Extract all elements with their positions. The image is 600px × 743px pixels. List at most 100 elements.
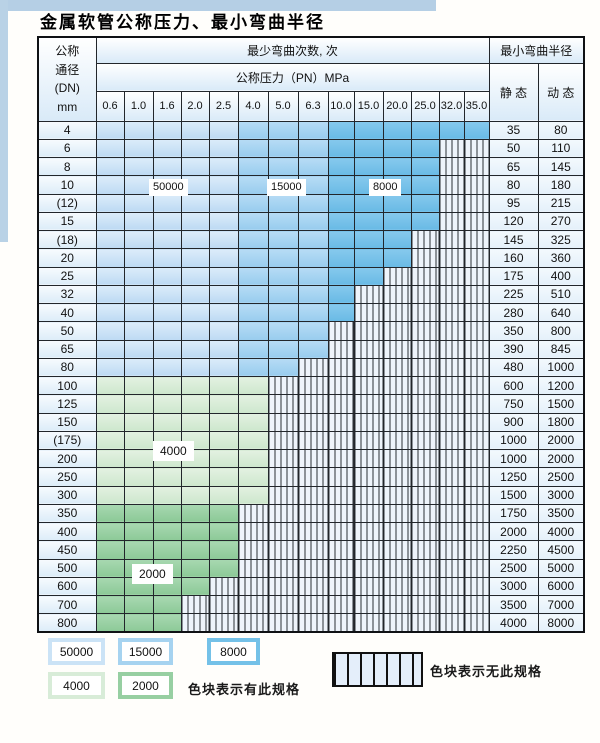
cell-has-spec xyxy=(95,503,125,524)
cell-no-spec xyxy=(438,467,465,487)
cell-has-spec xyxy=(95,357,125,378)
dynamic-radius-cell: 3000 xyxy=(537,485,585,505)
cell-has-spec xyxy=(297,193,329,213)
cell-no-spec xyxy=(463,302,490,323)
cell-has-spec xyxy=(152,266,182,286)
cell-has-spec xyxy=(208,302,239,323)
dn-cell: 100 xyxy=(37,375,97,396)
static-radius-cell: 1000 xyxy=(488,430,539,451)
cell-no-spec xyxy=(327,521,355,542)
dn-cell: 50 xyxy=(37,321,97,341)
cell-no-spec xyxy=(267,430,299,451)
cell-has-spec xyxy=(267,339,299,359)
cell-no-spec xyxy=(382,412,412,432)
cell-no-spec xyxy=(438,266,465,286)
cell-has-spec xyxy=(152,594,182,615)
table-row: 50 350 800 xyxy=(37,321,585,341)
page-title: 金属软管公称压力、最小弯曲半径 xyxy=(40,13,325,33)
table-row: 10 80 180 xyxy=(37,175,585,195)
cell-has-spec xyxy=(180,467,210,487)
cell-no-spec xyxy=(267,394,299,414)
cell-no-spec xyxy=(463,485,490,505)
dynamic-radius-cell: 640 xyxy=(537,302,585,323)
cell-no-spec xyxy=(382,321,412,341)
cell-has-spec xyxy=(327,138,355,159)
cell-has-spec xyxy=(123,503,154,524)
dynamic-radius-cell: 2500 xyxy=(537,467,585,487)
cell-no-spec xyxy=(297,576,329,597)
cell-no-spec xyxy=(438,540,465,560)
cell-has-spec xyxy=(237,229,269,250)
static-radius-cell: 95 xyxy=(488,193,539,213)
cell-no-spec xyxy=(463,248,490,268)
cell-has-spec xyxy=(95,394,125,414)
static-radius-cell: 1250 xyxy=(488,467,539,487)
static-radius-cell: 2250 xyxy=(488,540,539,560)
dn-cell: 500 xyxy=(37,558,97,578)
cell-has-spec xyxy=(353,211,384,232)
cell-has-spec xyxy=(237,412,269,432)
table-head: 公称 通径 (DN) mm 最少弯曲次数, 次 最小弯曲半径 公称压力（PN）M… xyxy=(37,36,585,122)
cell-has-spec xyxy=(95,540,125,560)
cell-has-spec xyxy=(327,156,355,177)
table-body: 4 35 80 6 50 110 8 65 145 10 80 180 (12) 95 215 15 120 27… xyxy=(37,120,585,633)
cell-no-spec xyxy=(267,558,299,578)
cell-has-spec xyxy=(267,138,299,159)
cell-has-spec xyxy=(267,156,299,177)
cell-no-spec xyxy=(382,394,412,414)
dynamic-header-cell: 动 态 xyxy=(537,62,585,122)
cell-has-spec xyxy=(180,156,210,177)
table-row: (18) 145 325 xyxy=(37,229,585,250)
dynamic-radius-cell: 4500 xyxy=(537,540,585,560)
cell-has-spec xyxy=(208,412,239,432)
cell-has-spec xyxy=(267,120,299,140)
cell-has-spec xyxy=(95,613,125,633)
cell-no-spec xyxy=(382,613,412,633)
cell-has-spec xyxy=(327,229,355,250)
cell-has-spec xyxy=(297,229,329,250)
cell-has-spec xyxy=(123,485,154,505)
cell-has-spec xyxy=(123,412,154,432)
cell-no-spec xyxy=(410,412,440,432)
dn-cell: 250 xyxy=(37,467,97,487)
legend-swatch-label: 50000 xyxy=(52,642,101,661)
cell-no-spec xyxy=(353,485,384,505)
cell-has-spec xyxy=(152,229,182,250)
cell-no-spec xyxy=(463,156,490,177)
cell-no-spec xyxy=(438,613,465,633)
cell-no-spec xyxy=(410,576,440,597)
cell-no-spec xyxy=(267,485,299,505)
cell-has-spec xyxy=(267,211,299,232)
pressure-col-header: 35.0 xyxy=(463,90,490,122)
cell-has-spec xyxy=(123,594,154,615)
cell-no-spec xyxy=(410,375,440,396)
cell-has-spec xyxy=(208,394,239,414)
pressure-col-header: 2.5 xyxy=(208,90,239,122)
cell-has-spec xyxy=(95,412,125,432)
cell-has-spec xyxy=(180,412,210,432)
cell-no-spec xyxy=(353,394,384,414)
cell-has-spec xyxy=(297,339,329,359)
cell-has-spec xyxy=(297,321,329,341)
cell-no-spec xyxy=(353,302,384,323)
dn-cell: 450 xyxy=(37,540,97,560)
cell-no-spec xyxy=(410,521,440,542)
cell-has-spec xyxy=(297,156,329,177)
cell-has-spec xyxy=(123,284,154,305)
cell-no-spec xyxy=(438,558,465,578)
cell-has-spec xyxy=(237,485,269,505)
cell-no-spec xyxy=(382,521,412,542)
cell-no-spec xyxy=(327,467,355,487)
cell-has-spec xyxy=(237,175,269,195)
cell-has-spec xyxy=(237,321,269,341)
table-row: 40 280 640 xyxy=(37,302,585,323)
table-row: 6 50 110 xyxy=(37,138,585,159)
table-row: (12) 95 215 xyxy=(37,193,585,213)
cell-no-spec xyxy=(438,412,465,432)
cell-has-spec xyxy=(208,156,239,177)
cell-no-spec xyxy=(353,576,384,597)
cell-has-spec xyxy=(382,120,412,140)
cell-has-spec xyxy=(327,120,355,140)
cell-has-spec xyxy=(95,558,125,578)
cell-has-spec xyxy=(152,467,182,487)
